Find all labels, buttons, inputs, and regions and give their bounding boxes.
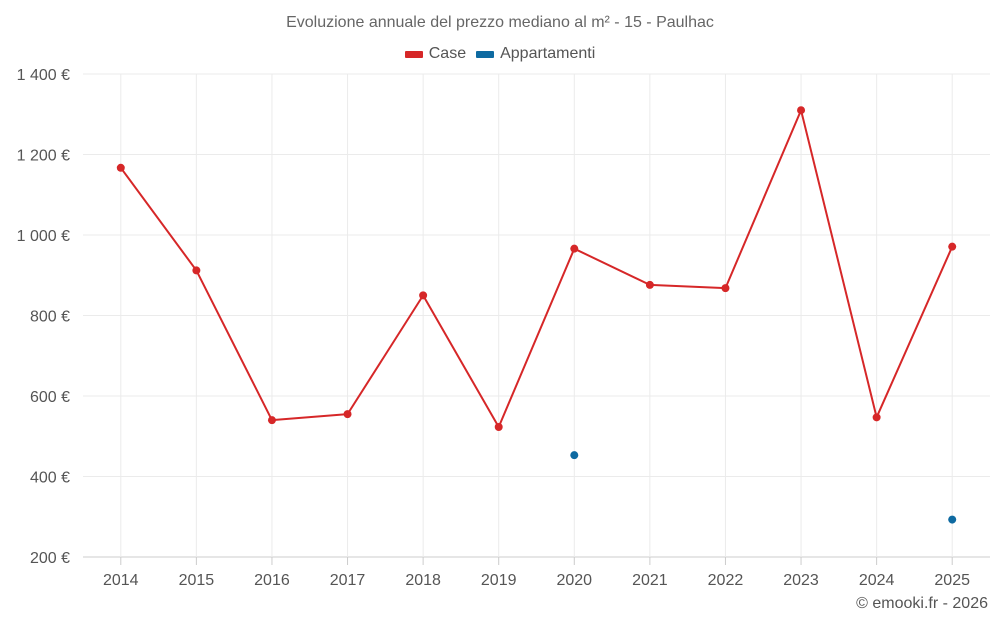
x-tick-label: 2018 bbox=[405, 572, 441, 589]
legend-item-appartamenti[interactable]: Appartamenti bbox=[476, 45, 595, 63]
y-tick-label: 1 400 € bbox=[17, 67, 70, 84]
x-tick-label: 2020 bbox=[556, 572, 592, 589]
x-tick-label: 2016 bbox=[254, 572, 290, 589]
x-tick-label: 2024 bbox=[859, 572, 895, 589]
x-tick-label: 2015 bbox=[179, 572, 215, 589]
data-point-appartamenti bbox=[948, 515, 957, 524]
credit-text: © emooki.fr - 2026 bbox=[856, 595, 988, 612]
x-tick-label: 2014 bbox=[103, 572, 139, 589]
x-tick-label: 2021 bbox=[632, 572, 668, 589]
x-tick-label: 2025 bbox=[934, 572, 970, 589]
data-point-case bbox=[797, 106, 806, 115]
legend-label-case: Case bbox=[428, 45, 467, 62]
data-point-case bbox=[570, 244, 579, 253]
y-tick-label: 400 € bbox=[30, 470, 70, 487]
y-tick-label: 1 200 € bbox=[17, 148, 70, 165]
x-tick-label: 2023 bbox=[783, 572, 819, 589]
data-point-case bbox=[645, 280, 654, 289]
data-point-case bbox=[116, 163, 125, 172]
legend-swatch-case bbox=[404, 50, 423, 58]
y-tick-label: 800 € bbox=[30, 309, 70, 326]
data-point-case bbox=[721, 284, 730, 293]
x-tick-label: 2019 bbox=[481, 572, 517, 589]
data-point-case bbox=[872, 413, 881, 422]
y-tick-label: 600 € bbox=[30, 389, 70, 406]
chart-title: Evoluzione annuale del prezzo mediano al… bbox=[286, 14, 714, 31]
legend-swatch-appartamenti bbox=[476, 50, 495, 58]
data-point-case bbox=[192, 266, 201, 275]
data-point-case bbox=[948, 242, 957, 251]
x-tick-label: 2017 bbox=[330, 572, 366, 589]
legend-label-appartamenti: Appartamenti bbox=[500, 45, 596, 62]
legend: Case Appartamenti bbox=[0, 45, 1000, 63]
series-line-case bbox=[119, 109, 954, 428]
data-point-appartamenti bbox=[570, 451, 579, 460]
legend-item-case[interactable]: Case bbox=[404, 45, 467, 63]
x-tick-label: 2022 bbox=[708, 572, 744, 589]
data-point-case bbox=[267, 416, 276, 425]
y-tick-label: 1 000 € bbox=[17, 228, 70, 245]
data-point-case bbox=[494, 422, 503, 431]
y-tick-label: 200 € bbox=[30, 550, 70, 567]
data-point-case bbox=[343, 410, 352, 419]
data-point-case bbox=[419, 291, 428, 300]
